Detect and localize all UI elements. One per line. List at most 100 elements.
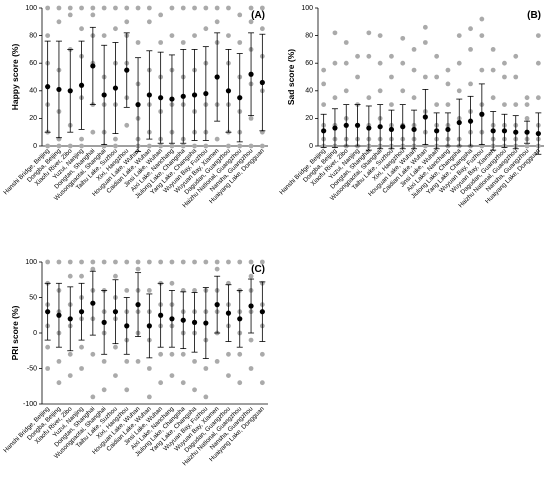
data-point bbox=[434, 74, 440, 80]
data-point bbox=[377, 88, 383, 94]
data-point bbox=[180, 40, 186, 45]
data-point bbox=[237, 259, 243, 265]
data-point bbox=[259, 259, 265, 265]
mean-point bbox=[259, 79, 265, 86]
y-tick-label: 80 bbox=[29, 32, 37, 39]
data-point bbox=[203, 26, 209, 32]
panel-label: (B) bbox=[527, 10, 541, 21]
data-point bbox=[101, 33, 107, 38]
data-point bbox=[259, 380, 265, 386]
mean-point bbox=[237, 95, 243, 101]
data-point bbox=[248, 143, 254, 149]
data-point bbox=[56, 143, 62, 149]
data-point bbox=[90, 394, 96, 400]
data-point bbox=[259, 143, 265, 149]
data-point bbox=[79, 366, 84, 371]
data-point bbox=[490, 95, 496, 101]
mean-point bbox=[124, 67, 130, 73]
data-point bbox=[169, 351, 175, 357]
data-point bbox=[90, 12, 96, 18]
mean-point bbox=[535, 130, 541, 137]
mean-point bbox=[248, 71, 254, 77]
mean-point bbox=[377, 124, 383, 130]
data-point bbox=[513, 74, 519, 80]
data-point bbox=[79, 273, 84, 279]
data-point bbox=[479, 16, 485, 22]
data-point bbox=[248, 366, 254, 371]
data-point bbox=[321, 81, 327, 87]
data-point bbox=[237, 351, 243, 357]
data-point bbox=[248, 116, 254, 121]
data-point bbox=[101, 259, 107, 265]
data-point bbox=[56, 359, 62, 364]
data-point bbox=[67, 143, 73, 149]
mean-point bbox=[191, 92, 198, 98]
mean-point bbox=[203, 90, 209, 97]
y-tick-label: 60 bbox=[305, 60, 313, 67]
data-point bbox=[468, 26, 473, 32]
data-point bbox=[169, 259, 175, 265]
mean-point bbox=[158, 312, 164, 318]
mean-point bbox=[479, 111, 485, 117]
data-point bbox=[124, 19, 130, 25]
data-point bbox=[535, 95, 541, 101]
data-point bbox=[332, 95, 338, 101]
data-point bbox=[377, 60, 383, 66]
mean-point bbox=[78, 309, 85, 315]
data-point bbox=[237, 40, 243, 45]
data-point bbox=[214, 266, 220, 272]
data-point bbox=[101, 5, 107, 11]
mean-point bbox=[248, 303, 254, 309]
data-point bbox=[377, 33, 383, 38]
data-point bbox=[113, 26, 118, 32]
mean-point bbox=[158, 95, 164, 101]
data-point bbox=[135, 5, 141, 11]
data-point bbox=[113, 373, 118, 378]
mean-point bbox=[124, 323, 130, 329]
data-point bbox=[67, 373, 73, 378]
data-point bbox=[203, 5, 209, 11]
data-point bbox=[400, 35, 406, 41]
data-point bbox=[226, 143, 231, 149]
data-point bbox=[124, 359, 130, 364]
data-point bbox=[180, 380, 186, 386]
data-point bbox=[400, 60, 406, 66]
data-point bbox=[214, 5, 220, 11]
data-point bbox=[524, 116, 530, 121]
data-point bbox=[45, 5, 51, 11]
y-tick-label: 20 bbox=[29, 115, 37, 122]
mean-point bbox=[112, 85, 119, 91]
data-point bbox=[226, 33, 231, 38]
data-point bbox=[67, 12, 73, 18]
y-tick-label: 100 bbox=[301, 5, 313, 12]
mean-point bbox=[501, 128, 508, 134]
data-point bbox=[343, 88, 349, 94]
data-point bbox=[445, 102, 451, 107]
data-point bbox=[226, 351, 231, 357]
data-point bbox=[535, 33, 541, 38]
data-point bbox=[135, 259, 141, 265]
mean-point bbox=[422, 114, 428, 120]
data-point bbox=[214, 19, 220, 25]
mean-point bbox=[56, 86, 62, 93]
data-point bbox=[79, 259, 84, 265]
data-point bbox=[192, 143, 197, 149]
mean-point bbox=[467, 118, 474, 124]
data-point bbox=[524, 95, 530, 101]
data-point bbox=[456, 33, 462, 38]
mean-point bbox=[90, 63, 96, 69]
mean-point bbox=[411, 126, 417, 133]
mean-point bbox=[101, 319, 107, 325]
data-point bbox=[203, 366, 209, 371]
data-point bbox=[67, 259, 73, 265]
y-tick-label: 100 bbox=[25, 259, 37, 266]
data-point bbox=[124, 259, 130, 265]
data-point bbox=[79, 136, 84, 142]
mean-point bbox=[67, 88, 73, 94]
data-point bbox=[422, 24, 428, 30]
data-point bbox=[90, 351, 96, 357]
mean-point bbox=[400, 124, 406, 130]
data-point bbox=[56, 5, 62, 11]
data-point bbox=[169, 143, 175, 149]
